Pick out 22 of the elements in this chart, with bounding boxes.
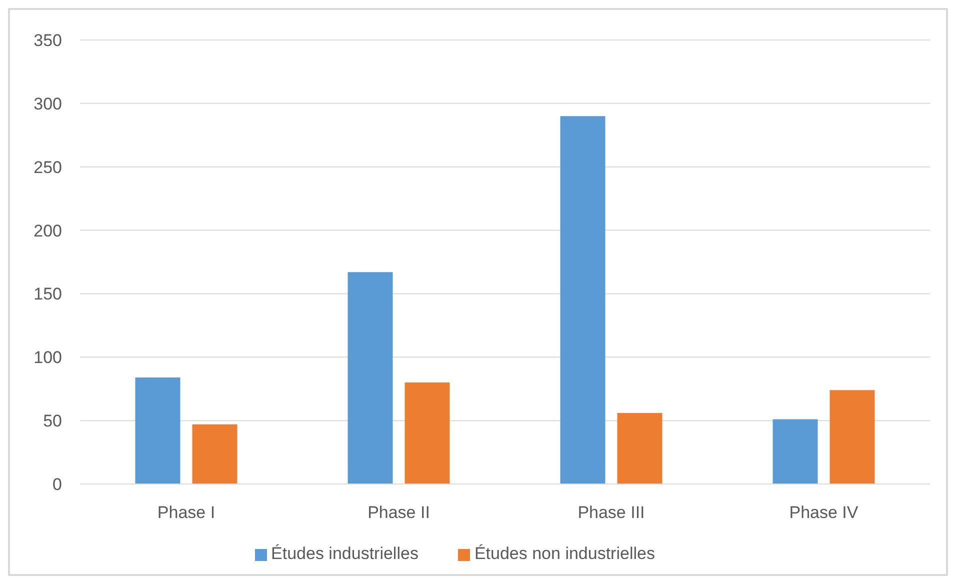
y-tick-label: 150 (34, 284, 62, 304)
x-tick-label: Phase II (368, 503, 430, 522)
bar (348, 272, 393, 484)
x-tick-label: Phase I (157, 503, 216, 522)
bar (772, 419, 818, 484)
y-tick-label: 0 (52, 475, 62, 494)
y-tick-label: 50 (43, 412, 62, 431)
bar (617, 412, 662, 484)
bar (830, 390, 875, 484)
legend-label: Études industrielles (271, 544, 418, 563)
x-tick-label: Phase IV (789, 503, 859, 522)
y-tick-label: 100 (34, 348, 62, 368)
y-tick-label: 250 (34, 158, 62, 177)
y-tick-label: 200 (34, 221, 62, 240)
bar (192, 424, 238, 484)
y-tick-label: 300 (34, 94, 62, 114)
bar (404, 382, 450, 484)
legend-label: Études non industrielles (474, 544, 655, 563)
x-tick-label: Phase III (578, 503, 645, 522)
bar (560, 116, 606, 484)
bar (135, 377, 180, 484)
y-tick-label: 350 (34, 31, 62, 50)
